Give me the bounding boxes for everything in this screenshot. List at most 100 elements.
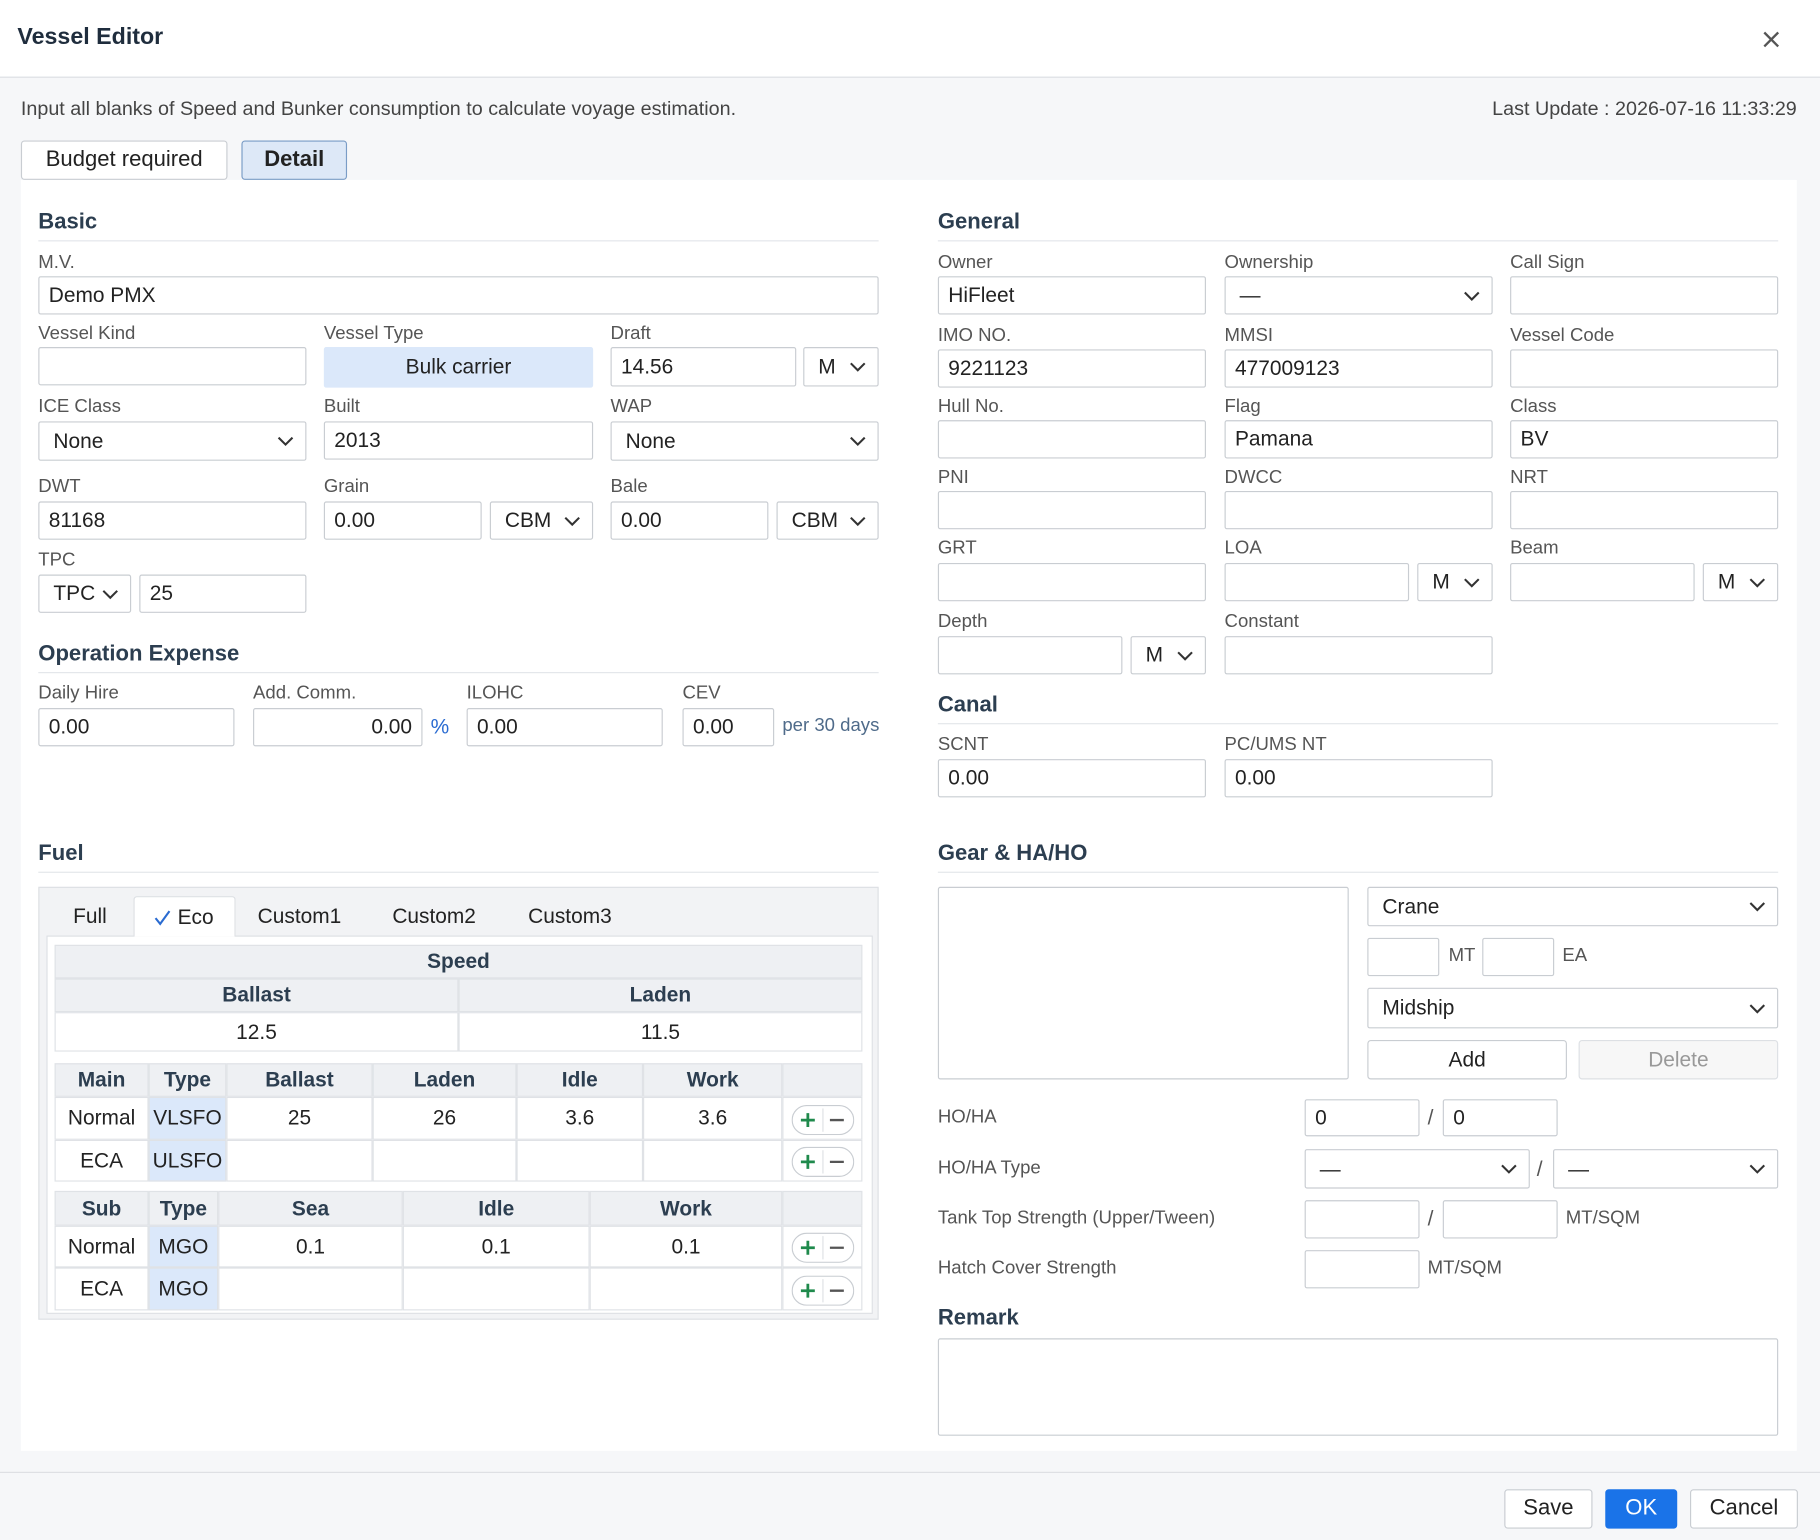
text-input[interactable] [1442,1200,1558,1239]
select[interactable]: Crane [1367,886,1779,927]
text-input[interactable]: Bulk carrier [323,347,594,388]
select[interactable]: — [1224,276,1493,315]
select[interactable]: — [1553,1149,1779,1189]
button[interactable]: Detail [241,140,348,180]
text-input[interactable] [937,420,1206,459]
field-label: Hatch Cover Strength [937,1258,1117,1278]
text-input[interactable]: 0.00 [682,708,775,747]
text-input[interactable] [38,347,307,386]
button[interactable]: Add [1367,1039,1567,1080]
text-input[interactable]: 2013 [323,421,594,460]
text-input[interactable]: 0.00 [610,501,769,540]
select[interactable]: Midship [1367,987,1779,1029]
fuel-tab[interactable]: Eco [133,896,236,937]
text-input[interactable] [937,562,1206,602]
row-actions[interactable] [782,1267,863,1311]
table-cell: 26 [372,1096,517,1140]
text-input[interactable]: 0.00 [38,708,235,747]
table-cell: Speed [54,944,863,979]
textarea[interactable] [937,1338,1779,1436]
text-input[interactable]: 14.56 [610,347,797,387]
fuel-tab[interactable]: Custom3 [528,904,612,928]
button[interactable]: OK [1605,1489,1678,1529]
section-divider [38,672,879,674]
text-input[interactable] [1367,937,1440,977]
field-label: Hull No. [937,396,1004,417]
row-actions[interactable] [782,1139,863,1182]
last-update: Last Update : 2026-07-16 11:33:29 [1492,97,1797,120]
text-input[interactable] [1510,276,1779,315]
text-input[interactable] [1304,1250,1420,1289]
select[interactable]: None [610,421,879,461]
text-input[interactable] [1510,490,1779,530]
select[interactable]: M [1702,562,1779,602]
table-cell: Sea [218,1190,403,1226]
field-label: LOA [1224,538,1262,559]
text-input[interactable] [937,490,1206,530]
text-input[interactable]: BV [1510,420,1779,459]
field-label: DWT [38,477,81,497]
button[interactable]: Cancel [1689,1489,1798,1529]
select[interactable]: CBM [489,501,594,540]
text-input[interactable]: HiFleet [937,276,1206,315]
section-divider [937,240,1779,242]
select[interactable]: CBM [776,501,879,540]
unit: per 30 days [782,716,880,736]
field-label: Vessel Kind [38,323,136,344]
text-input[interactable]: 0.00 [323,501,482,540]
unit: MT/SQM [1565,1208,1641,1229]
table-cell [372,1139,517,1182]
text-input[interactable] [1510,349,1779,388]
text-input[interactable]: 0.00 [253,708,423,747]
text-input[interactable] [1510,562,1695,602]
table-cell: Main [54,1063,149,1097]
field-label: PNI [937,467,969,488]
select[interactable]: None [38,421,307,461]
text-input[interactable]: 0 [1442,1099,1558,1137]
text-input[interactable] [937,636,1123,675]
field-label: ICE Class [38,396,121,417]
textarea[interactable] [937,886,1349,1080]
select[interactable]: TPC [38,574,132,613]
row-actions[interactable] [782,1225,863,1268]
close-button[interactable] [1760,28,1783,51]
text-input[interactable]: 0.00 [937,759,1206,798]
text-input[interactable]: Demo PMX [38,276,879,315]
text-input[interactable]: 81168 [38,501,307,540]
text-input[interactable]: Pamana [1224,420,1493,459]
button[interactable]: Save [1504,1489,1593,1529]
field-label: Vessel Code [1510,326,1615,346]
table-cell: Laden [458,978,863,1013]
table-cell: 0.1 [402,1225,590,1268]
text-input[interactable]: 0.00 [1224,759,1493,798]
text-input[interactable] [1482,937,1555,977]
add-remove-buttons [791,1146,855,1177]
text-input[interactable] [1224,636,1493,675]
fuel-tab[interactable]: Custom1 [257,904,342,928]
section-title: Basic [38,210,98,235]
fuel-tab[interactable]: Custom2 [392,904,476,928]
text-input[interactable] [1224,490,1493,530]
button[interactable]: Delete [1578,1039,1779,1080]
select[interactable]: M [1130,636,1206,675]
table-cell: Ballast [54,978,459,1013]
text-input[interactable]: 0 [1304,1099,1420,1137]
select[interactable]: — [1304,1149,1530,1189]
chevron [1501,1164,1517,1174]
chevron [102,589,118,599]
text-input[interactable]: 9221123 [937,349,1206,388]
text-input[interactable]: 25 [139,574,307,613]
button[interactable]: Budget required [20,140,228,180]
text-input[interactable]: 477009123 [1224,349,1493,388]
table-cell [643,1139,783,1182]
text-input[interactable] [1224,562,1410,602]
text-input[interactable]: 0.00 [466,708,663,747]
table-cell: MGO [148,1267,219,1311]
row-actions[interactable] [782,1096,863,1140]
text-input[interactable] [1304,1200,1420,1239]
fuel-tab[interactable]: Full [73,904,107,928]
select[interactable]: M [1417,562,1493,602]
table-cell: VLSFO [148,1096,227,1140]
select[interactable]: M [803,347,879,387]
section-title: Gear & HA/HO [937,841,1088,866]
